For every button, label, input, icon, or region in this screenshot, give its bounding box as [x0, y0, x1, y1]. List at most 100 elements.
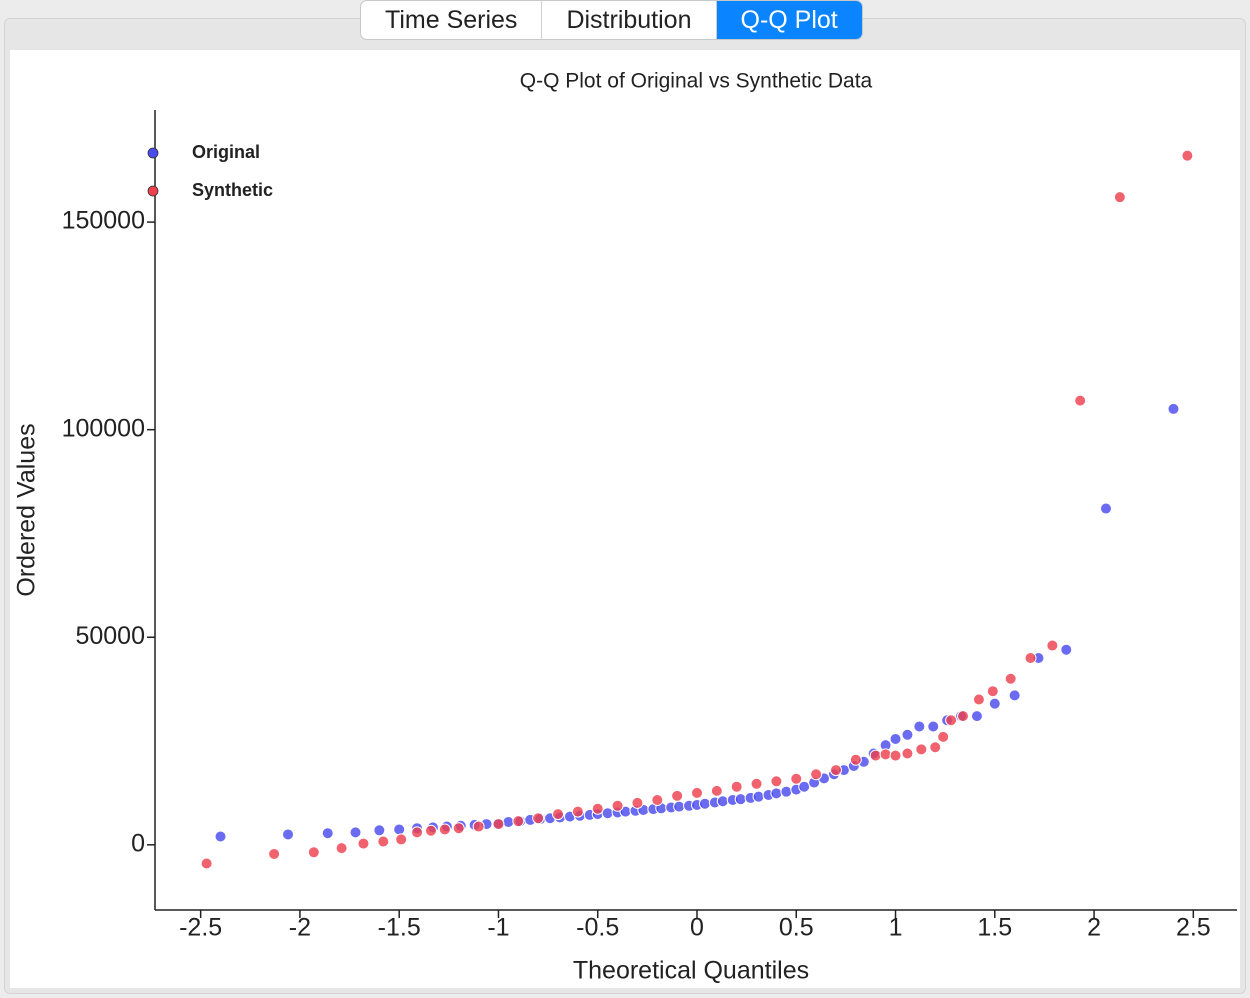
data-point	[601, 807, 614, 820]
data-point	[901, 747, 914, 760]
data-point	[879, 748, 892, 761]
data-point	[321, 827, 334, 840]
data-point	[750, 777, 763, 790]
data-point	[651, 793, 664, 806]
data-point	[357, 837, 370, 850]
data-point	[349, 826, 362, 839]
data-point	[1008, 689, 1021, 702]
data-point	[780, 785, 793, 798]
data-point	[929, 741, 942, 754]
tab[interactable]: Distribution	[542, 1, 717, 39]
data-point	[373, 824, 386, 837]
legend-label: Synthetic	[192, 180, 273, 200]
data-point	[393, 823, 406, 836]
data-point	[424, 824, 437, 837]
data-point	[957, 710, 970, 723]
data-point	[972, 693, 985, 706]
data-point	[798, 780, 811, 793]
data-point	[1004, 672, 1017, 685]
tab[interactable]: Q-Q Plot	[716, 1, 862, 39]
data-point	[282, 828, 295, 841]
data-point	[770, 787, 783, 800]
data-point	[915, 743, 928, 756]
data-point	[512, 815, 525, 828]
x-tick-label: -2	[289, 914, 311, 942]
data-point	[710, 784, 723, 797]
data-point	[1113, 191, 1126, 204]
data-point	[377, 835, 390, 848]
data-point	[611, 799, 624, 812]
data-point	[770, 775, 783, 788]
data-point	[411, 826, 424, 839]
tab[interactable]: Time Series	[361, 1, 543, 39]
data-point	[1099, 502, 1112, 515]
data-point	[829, 764, 842, 777]
data-point	[571, 805, 584, 818]
data-point	[970, 710, 983, 723]
y-tick-label: 50000	[75, 622, 145, 650]
data-point	[452, 822, 465, 835]
data-point	[945, 714, 958, 727]
data-point	[671, 789, 684, 802]
data-point	[335, 842, 348, 855]
data-point	[492, 818, 505, 831]
chart-title: Q-Q Plot of Original vs Synthetic Data	[520, 70, 873, 93]
data-point	[502, 815, 515, 828]
data-point	[532, 812, 545, 825]
data-point	[673, 800, 686, 813]
data-point	[734, 793, 747, 806]
x-tick-label: 2	[1087, 914, 1101, 942]
data-point	[988, 697, 1001, 710]
data-point	[869, 749, 882, 762]
x-tick-label: 0.5	[779, 914, 814, 942]
y-axis-label: Ordered Values	[13, 423, 41, 596]
x-tick-label: -1	[487, 914, 509, 942]
data-point	[810, 768, 823, 781]
x-tick-label: -2.5	[179, 914, 222, 942]
data-point	[1181, 149, 1194, 162]
data-point	[214, 830, 227, 843]
data-point	[395, 833, 408, 846]
data-point	[698, 797, 711, 810]
legend-marker	[147, 185, 159, 197]
data-point	[200, 857, 213, 870]
x-tick-label: 2.5	[1176, 914, 1211, 942]
data-point	[690, 786, 703, 799]
data-point	[1046, 639, 1059, 652]
x-axis-label: Theoretical Quantiles	[573, 957, 809, 985]
data-point	[591, 802, 604, 815]
data-point	[631, 796, 644, 809]
data-point	[1167, 402, 1180, 415]
data-point	[307, 846, 320, 859]
data-point	[552, 808, 565, 821]
data-point	[790, 772, 803, 785]
data-point	[438, 823, 451, 836]
data-point	[752, 790, 765, 803]
data-point	[927, 720, 940, 733]
x-tick-label: -1.5	[378, 914, 421, 942]
data-point	[937, 730, 950, 743]
data-point	[730, 780, 743, 793]
legend-marker	[147, 147, 159, 159]
data-point	[472, 820, 485, 833]
x-tick-label: -0.5	[576, 914, 619, 942]
data-point	[901, 728, 914, 741]
data-point	[1074, 394, 1087, 407]
data-point	[889, 749, 902, 762]
x-tick-label: 0	[690, 914, 704, 942]
x-tick-label: 1.5	[977, 914, 1012, 942]
legend-label: Original	[192, 142, 260, 162]
data-point	[913, 720, 926, 733]
y-tick-label: 150000	[62, 207, 145, 235]
data-point	[889, 732, 902, 745]
data-point	[986, 685, 999, 698]
data-point	[849, 753, 862, 766]
tab-bar: Time Series Distribution Q-Q Plot	[360, 0, 863, 40]
data-point	[1060, 643, 1073, 656]
y-tick-label: 0	[131, 829, 145, 857]
data-point	[716, 795, 729, 808]
y-tick-label: 100000	[62, 414, 145, 442]
chart: Q-Q Plot of Original vs Synthetic Data T…	[10, 50, 1240, 988]
x-tick-label: 1	[889, 914, 903, 942]
